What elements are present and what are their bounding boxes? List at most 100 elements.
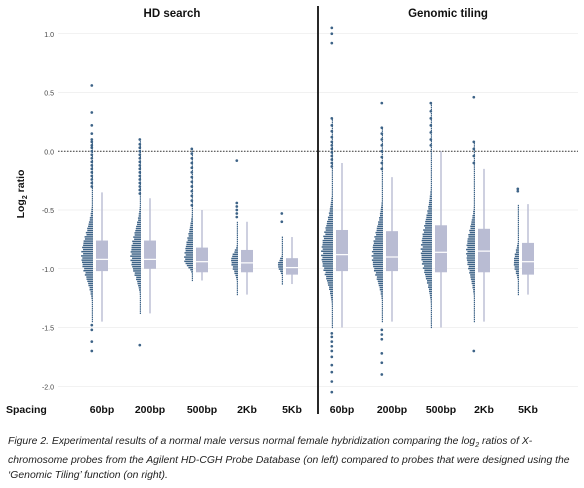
outlier-point <box>330 390 334 394</box>
histogram-bar <box>327 282 333 284</box>
histogram-bar <box>139 202 141 205</box>
histogram-bar <box>281 253 283 256</box>
histogram-bar <box>190 222 193 224</box>
histogram-bar <box>429 197 432 200</box>
histogram-bar <box>236 238 238 241</box>
histogram-bar <box>281 240 283 243</box>
histogram-bar <box>236 232 238 234</box>
histogram-bar <box>231 264 238 266</box>
histogram-bar <box>138 289 141 291</box>
histogram-bar <box>322 248 333 250</box>
histogram-bar <box>322 265 333 267</box>
histogram-bar <box>331 313 333 316</box>
histogram-bar <box>187 239 193 241</box>
outlier-point <box>330 165 334 168</box>
outlier-point <box>138 164 142 167</box>
histogram-bar <box>471 280 475 283</box>
outlier-point <box>380 126 384 130</box>
outlier-point <box>90 167 94 171</box>
histogram-bar <box>427 212 432 214</box>
histogram-bar <box>331 316 333 318</box>
histogram-bar <box>236 283 238 285</box>
histogram-bar <box>381 134 383 137</box>
outlier-point <box>429 131 433 134</box>
group-5kb-hd-search <box>277 212 298 285</box>
histogram-bar <box>376 229 383 232</box>
histogram-bar <box>424 227 432 229</box>
histogram-bar <box>82 261 93 264</box>
y-tick-label: -0.5 <box>42 208 54 215</box>
histogram-bar <box>235 276 238 279</box>
histogram-bar <box>91 295 93 297</box>
x-tick-label: 5Kb <box>282 404 302 416</box>
histogram-bar <box>430 305 432 307</box>
histogram-bar <box>517 230 519 232</box>
outlier-point <box>90 174 94 178</box>
histogram-bar <box>473 291 475 293</box>
histogram-bar <box>425 275 432 278</box>
y-tick-label: -1.5 <box>42 326 54 333</box>
outlier-point <box>235 159 239 162</box>
histogram-bar <box>331 322 333 324</box>
histogram-bar <box>376 278 383 280</box>
outlier-point <box>90 323 94 327</box>
histogram-bar <box>466 244 475 247</box>
histogram-bar <box>136 276 141 279</box>
histogram-bar <box>186 264 193 267</box>
histogram-bar <box>234 270 238 272</box>
histogram-bar <box>91 204 93 206</box>
histogram-bar <box>381 128 383 130</box>
histogram-bar <box>430 296 432 299</box>
histogram-bar <box>323 235 333 238</box>
histogram-bar <box>331 301 333 303</box>
histogram-bar <box>429 195 432 197</box>
outlier-point <box>330 349 334 353</box>
histogram-bar <box>191 173 193 176</box>
histogram-bar <box>139 151 141 154</box>
histogram-bar <box>331 178 333 181</box>
outlier-point <box>190 185 194 188</box>
histogram-bar <box>376 276 383 278</box>
histogram-bar <box>139 301 141 304</box>
histogram-bar <box>138 285 141 287</box>
histogram-bar <box>468 236 475 238</box>
histogram-bar <box>467 263 475 266</box>
histogram-bar <box>473 159 475 162</box>
histogram-bar <box>189 226 193 229</box>
histogram-bar <box>425 218 432 221</box>
histogram-bar <box>91 210 93 213</box>
outlier-point <box>429 138 433 141</box>
histogram-bar <box>427 280 432 282</box>
histogram-bar <box>469 231 475 234</box>
histogram-bar <box>473 299 475 302</box>
outlier-point <box>330 144 334 147</box>
histogram-bar <box>91 301 93 304</box>
histogram-bar <box>326 280 333 282</box>
outlier-point <box>138 188 142 192</box>
outlier-point <box>190 180 194 184</box>
histogram-bar <box>430 170 432 172</box>
histogram-bar <box>466 259 475 261</box>
histogram-bar <box>330 206 333 208</box>
histogram-bar <box>467 246 475 249</box>
histogram-bar <box>188 233 193 235</box>
histogram-bar <box>381 164 383 166</box>
histogram-bar <box>375 274 383 276</box>
iqr-box <box>522 242 534 275</box>
histogram-bar <box>91 297 93 299</box>
histogram-bar <box>281 242 283 245</box>
histogram-bar <box>139 304 141 306</box>
iqr-box <box>196 247 208 273</box>
histogram-bar <box>191 182 193 184</box>
histogram-bar <box>426 282 432 284</box>
outlier-point <box>330 380 334 383</box>
histogram-bar <box>371 259 383 261</box>
histogram-bar <box>430 142 432 145</box>
histogram-bar <box>325 271 333 274</box>
histogram-bar <box>89 219 93 221</box>
outlier-point <box>90 111 94 114</box>
group-500bp-hd-search <box>184 147 208 282</box>
outlier-point <box>330 154 334 158</box>
histogram-bar <box>132 257 141 260</box>
histogram-bar <box>381 176 383 179</box>
